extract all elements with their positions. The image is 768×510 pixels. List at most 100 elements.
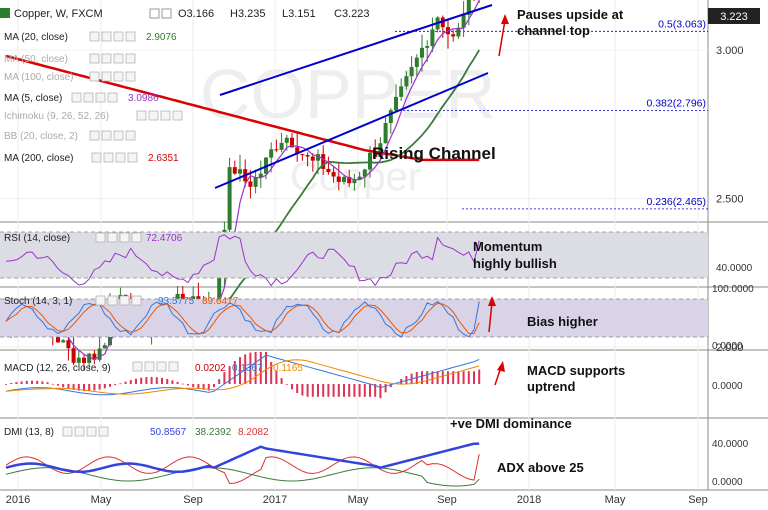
indicator-label: MA (20, close) bbox=[4, 32, 68, 43]
indicator-control-icon[interactable] bbox=[107, 295, 118, 306]
indicator-control-icon[interactable] bbox=[74, 426, 85, 437]
indicator-control-icon[interactable] bbox=[144, 361, 155, 372]
macd-hist-bar bbox=[239, 357, 241, 384]
indicator-control-icon[interactable] bbox=[119, 232, 130, 243]
time-axis-label: 2017 bbox=[263, 494, 287, 506]
price-axis: 3.000 2.500 2.000 bbox=[716, 45, 744, 354]
stoch-d-line bbox=[5, 302, 480, 335]
candle-body bbox=[414, 57, 419, 67]
fib-label: 0.236(2.465) bbox=[646, 196, 706, 208]
indicator-control-icon[interactable] bbox=[172, 110, 183, 121]
indicator-control-icon[interactable] bbox=[107, 92, 118, 103]
indicator-control-icon[interactable] bbox=[113, 71, 124, 82]
indicator-control-icon[interactable] bbox=[131, 232, 142, 243]
indicator-control-icon[interactable] bbox=[86, 426, 97, 437]
visibility-icon[interactable] bbox=[161, 8, 172, 19]
arrow-up-icon bbox=[488, 296, 496, 333]
candle-body bbox=[238, 169, 242, 174]
candle-body bbox=[451, 34, 456, 37]
ohlc-open: O3.166 bbox=[178, 8, 214, 20]
indicator-control-icon[interactable] bbox=[127, 152, 138, 163]
macd-hist-bar bbox=[379, 384, 382, 399]
indicator-control-icon[interactable] bbox=[132, 361, 143, 372]
arrow-up-icon bbox=[498, 14, 509, 57]
macd-signal-value: 0.1165 bbox=[273, 363, 303, 374]
indicator-control-icon[interactable] bbox=[113, 53, 124, 64]
candle-body bbox=[61, 340, 66, 343]
indicator-label: BB (20, close, 2) bbox=[4, 131, 78, 142]
macd-hist-bar bbox=[155, 377, 158, 384]
indicator-control-icon[interactable] bbox=[113, 130, 124, 141]
macd-hist-bar bbox=[296, 384, 299, 394]
indicator-control-icon[interactable] bbox=[95, 232, 106, 243]
candle-body bbox=[274, 149, 279, 151]
channel-upper-line[interactable] bbox=[219, 4, 493, 96]
macd-hist-bar bbox=[72, 384, 75, 390]
collapse-icon[interactable] bbox=[0, 8, 10, 18]
stoch-k-line bbox=[5, 300, 480, 338]
indicator-control-icon[interactable] bbox=[107, 232, 118, 243]
indicator-control-icon[interactable] bbox=[125, 31, 136, 42]
annotation-pauses-line2: channel top bbox=[517, 23, 590, 38]
indicator-label: Ichimoku (9, 26, 52, 26) bbox=[4, 111, 109, 122]
indicator-label: MA (50, close) bbox=[4, 54, 68, 65]
macd-hist-bar bbox=[228, 366, 231, 384]
macd-hist-bar bbox=[166, 378, 169, 384]
candle-body bbox=[342, 176, 346, 182]
indicator-control-icon[interactable] bbox=[101, 53, 112, 64]
indicator-control-icon[interactable] bbox=[91, 152, 102, 163]
indicator-control-icon[interactable] bbox=[101, 130, 112, 141]
macd-hist-bar bbox=[218, 379, 221, 384]
fib-label: 0.382(2.796) bbox=[646, 98, 706, 110]
annotation-macd-line2: uptrend bbox=[527, 379, 575, 394]
indicator-control-icon[interactable] bbox=[89, 53, 100, 64]
indicator-control-icon[interactable] bbox=[156, 361, 167, 372]
macd-hist-bar bbox=[140, 377, 143, 384]
fibonacci-levels[interactable]: 0.618(3.330)0.5(3.063)0.382(2.796)0.236(… bbox=[395, 0, 708, 210]
symbol-title: Copper, W, FXCM bbox=[14, 8, 103, 20]
indicator-control-icon[interactable] bbox=[83, 92, 94, 103]
indicator-control-icon[interactable] bbox=[160, 110, 171, 121]
indicator-control-icon[interactable] bbox=[168, 361, 179, 372]
macd-hist-bar bbox=[389, 384, 392, 388]
macd-hist-bar bbox=[374, 384, 377, 397]
indicator-control-icon[interactable] bbox=[125, 53, 136, 64]
dmi-minus-line bbox=[5, 454, 480, 485]
indicator-control-icon[interactable] bbox=[115, 152, 126, 163]
indicator-control-icon[interactable] bbox=[62, 426, 73, 437]
macd-hist-bar bbox=[41, 381, 44, 384]
indicator-control-icon[interactable] bbox=[136, 110, 147, 121]
macd-hist-bar bbox=[161, 377, 163, 384]
indicator-control-icon[interactable] bbox=[103, 152, 114, 163]
indicator-control-icon[interactable] bbox=[101, 31, 112, 42]
time-axis[interactable]: 2016 May Sep 2017 May Sep 2018 May Sep bbox=[6, 494, 708, 506]
rsi-line bbox=[5, 234, 480, 287]
indicator-control-icon[interactable] bbox=[89, 71, 100, 82]
indicator-control-icon[interactable] bbox=[89, 130, 100, 141]
indicator-control-icon[interactable] bbox=[95, 295, 106, 306]
adx-value: 8.2082 bbox=[238, 427, 269, 438]
macd-hist-bar bbox=[462, 371, 465, 384]
indicator-control-icon[interactable] bbox=[113, 31, 124, 42]
macd-hist-bar bbox=[192, 384, 195, 388]
price-scale[interactable] bbox=[708, 0, 768, 510]
rsi-axis-label: 40.0000 bbox=[716, 263, 753, 274]
indicator-control-icon[interactable] bbox=[95, 92, 106, 103]
time-axis-label: May bbox=[605, 494, 626, 506]
indicator-control-icon[interactable] bbox=[131, 295, 142, 306]
stoch-axis-top: 100.0000 bbox=[712, 284, 754, 295]
annotation-bias: Bias higher bbox=[527, 314, 598, 329]
indicator-control-icon[interactable] bbox=[101, 71, 112, 82]
indicator-control-icon[interactable] bbox=[119, 295, 130, 306]
rsi-label: RSI (14, close) bbox=[4, 233, 70, 244]
indicator-control-icon[interactable] bbox=[71, 92, 82, 103]
indicator-control-icon[interactable] bbox=[148, 110, 159, 121]
indicator-control-icon[interactable] bbox=[98, 426, 109, 437]
channel-lower-line[interactable] bbox=[214, 72, 489, 189]
settings-icon[interactable] bbox=[149, 8, 160, 19]
dmi-minus-value: 38.2392 bbox=[195, 427, 232, 438]
indicator-control-icon[interactable] bbox=[125, 130, 136, 141]
indicator-control-icon[interactable] bbox=[125, 71, 136, 82]
indicator-control-icon[interactable] bbox=[89, 31, 100, 42]
